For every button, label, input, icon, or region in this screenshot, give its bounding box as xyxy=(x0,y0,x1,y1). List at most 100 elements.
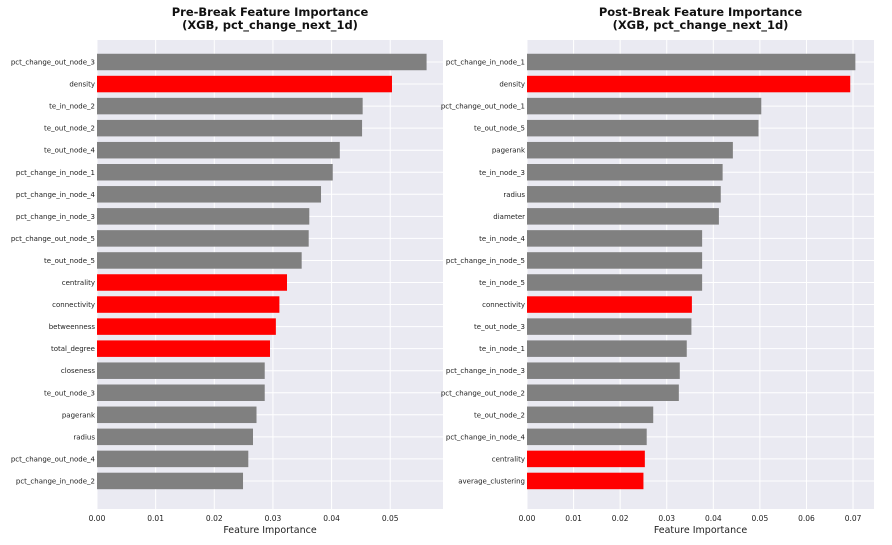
chart1-category-label: te_in_node_3 xyxy=(479,169,525,177)
chart1-bar-te-out-node-2 xyxy=(527,406,654,424)
chart0-x-tick-label: 0.01 xyxy=(147,514,164,523)
chart1-category-label: te_out_node_3 xyxy=(474,323,525,331)
chart1-bar-pagerank xyxy=(527,141,733,159)
chart1-category-label: diameter xyxy=(493,213,525,221)
chart1-category-label: density xyxy=(499,81,525,89)
chart1-x-axis-label: Feature Importance xyxy=(654,525,748,536)
chart0-category-label: betweenness xyxy=(49,323,96,331)
chart1-category-label: radius xyxy=(503,191,525,199)
chart0-category-label: te_out_node_2 xyxy=(44,125,95,133)
chart1-bar-radius xyxy=(527,186,721,203)
chart0-category-label: te_out_node_4 xyxy=(44,147,95,155)
chart1-category-label: te_in_node_4 xyxy=(479,235,525,243)
chart1-title: Post-Break Feature Importance xyxy=(599,5,803,19)
chart1-bar-te-in-node-5 xyxy=(527,274,703,291)
chart0-x-axis-label: Feature Importance xyxy=(223,525,317,536)
chart1-bar-centrality xyxy=(527,450,645,468)
chart1-category-label: te_out_node_2 xyxy=(474,411,525,419)
chart0-category-label: closeness xyxy=(61,367,95,375)
chart1-subtitle: (XGB, pct_change_next_1d) xyxy=(613,18,789,33)
chart0-bar-betweenness xyxy=(97,318,276,335)
chart0-category-label: pct_change_in_node_2 xyxy=(16,477,95,485)
chart1-x-tick-label: 0.05 xyxy=(752,514,769,523)
chart1-x-tick-label: 0.04 xyxy=(705,514,722,523)
chart0-title: Pre-Break Feature Importance xyxy=(172,5,369,19)
chart1-category-label: pagerank xyxy=(492,147,526,155)
chart0-bar-radius xyxy=(97,428,253,446)
chart0-bar-te-out-node-3 xyxy=(97,384,265,401)
chart0-bar-pct-change-in-node-1 xyxy=(97,164,333,181)
chart0-category-label: pct_change_in_node_4 xyxy=(16,191,96,199)
chart1-bar-connectivity xyxy=(527,296,692,313)
chart0-category-label: pct_change_out_node_4 xyxy=(11,455,96,463)
chart1-bar-te-out-node-3 xyxy=(527,318,692,335)
chart0-category-label: pct_change_out_node_5 xyxy=(11,235,95,243)
chart0-category-label: pct_change_in_node_1 xyxy=(16,169,95,177)
chart1-x-tick-label: 0.01 xyxy=(565,514,582,523)
chart0-bar-pct-change-out-node-3 xyxy=(97,53,427,71)
chart1-bar-te-in-node-4 xyxy=(527,230,703,247)
chart0-bar-total-degree xyxy=(97,340,270,357)
chart1-category-label: pct_change_in_node_4 xyxy=(446,433,526,441)
chart1-category-label: pct_change_out_node_2 xyxy=(441,389,525,397)
chart1-bar-te-out-node-5 xyxy=(527,119,759,137)
chart0-bar-connectivity xyxy=(97,296,280,313)
chart1-x-tick-label: 0.07 xyxy=(845,514,862,523)
chart0-x-tick-label: 0.05 xyxy=(382,514,399,523)
chart0-category-label: radius xyxy=(73,433,95,441)
chart1-bar-pct-change-out-node-1 xyxy=(527,97,762,115)
chart1-bar-pct-change-in-node-4 xyxy=(527,428,647,446)
chart0-x-tick-label: 0.04 xyxy=(323,514,340,523)
chart0-subtitle: (XGB, pct_change_next_1d) xyxy=(182,18,358,33)
chart1-category-label: pct_change_out_node_1 xyxy=(441,103,525,111)
chart1-bar-pct-change-out-node-2 xyxy=(527,384,679,401)
chart0-bar-pct-change-out-node-4 xyxy=(97,450,249,468)
chart0-category-label: te_in_node_2 xyxy=(49,103,95,111)
chart1-category-label: average_clustering xyxy=(458,477,525,485)
chart1-category-label: te_in_node_1 xyxy=(479,345,525,353)
chart1-category-label: centrality xyxy=(492,455,525,463)
chart1-category-label: pct_change_in_node_1 xyxy=(446,59,525,67)
chart0-bar-pct-change-in-node-2 xyxy=(97,472,244,490)
chart1-x-tick-label: 0.03 xyxy=(658,514,675,523)
chart0-x-tick-label: 0.00 xyxy=(89,514,106,523)
chart1-bar-average-clustering xyxy=(527,472,644,490)
chart0-bar-closeness xyxy=(97,362,265,379)
chart0-category-label: pagerank xyxy=(62,411,96,419)
chart1-bar-te-in-node-3 xyxy=(527,164,723,181)
chart1-category-label: te_out_node_5 xyxy=(474,125,525,133)
chart1-category-label: pct_change_in_node_5 xyxy=(446,257,525,265)
chart1-category-label: te_in_node_5 xyxy=(479,279,525,287)
chart0-bar-te-out-node-2 xyxy=(97,119,363,137)
chart0-bar-pct-change-out-node-5 xyxy=(97,230,309,247)
chart0-category-label: te_out_node_5 xyxy=(44,257,95,265)
chart0-category-label: te_out_node_3 xyxy=(44,389,95,397)
chart1-x-tick-label: 0.06 xyxy=(798,514,815,523)
chart0-x-tick-label: 0.02 xyxy=(206,514,223,523)
chart0-category-label: centrality xyxy=(62,279,95,287)
chart1-bar-te-in-node-1 xyxy=(527,340,687,357)
chart0-category-label: total_degree xyxy=(51,345,95,353)
chart0-category-label: connectivity xyxy=(52,301,95,309)
chart0-bar-density xyxy=(97,75,392,93)
chart0-category-label: pct_change_in_node_3 xyxy=(16,213,95,221)
chart0-bar-te-in-node-2 xyxy=(97,97,363,115)
chart0-bar-te-out-node-5 xyxy=(97,252,302,269)
chart0-x-tick-label: 0.03 xyxy=(265,514,282,523)
chart1-x-tick-label: 0.00 xyxy=(519,514,536,523)
chart1-bar-pct-change-in-node-3 xyxy=(527,362,680,379)
chart1-category-label: pct_change_in_node_3 xyxy=(446,367,525,375)
chart1-category-label: connectivity xyxy=(482,301,525,309)
chart0-bar-pct-change-in-node-3 xyxy=(97,208,310,225)
chart0-category-label: density xyxy=(69,81,95,89)
chart0-bar-pagerank xyxy=(97,406,257,424)
chart1-bar-diameter xyxy=(527,208,719,225)
chart0-bar-centrality xyxy=(97,274,288,291)
chart0-category-label: pct_change_out_node_3 xyxy=(11,59,95,67)
chart1-x-tick-label: 0.02 xyxy=(612,514,629,523)
chart1-bar-pct-change-in-node-5 xyxy=(527,252,703,269)
chart1-bar-density xyxy=(527,75,851,93)
chart0-bar-pct-change-in-node-4 xyxy=(97,186,322,203)
